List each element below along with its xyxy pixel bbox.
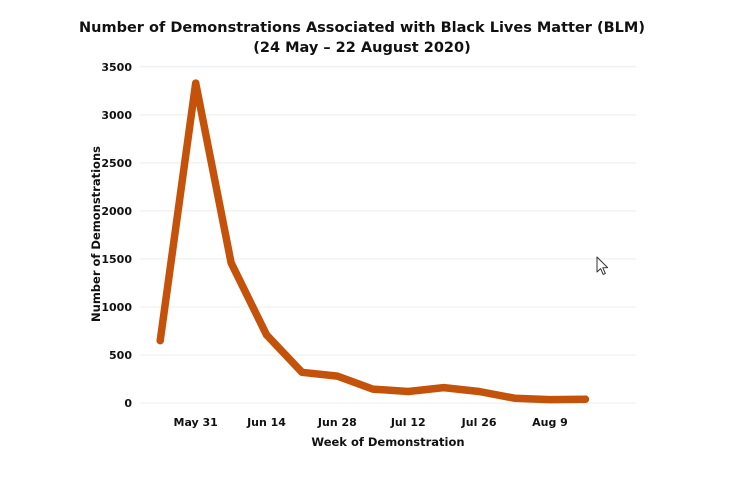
- data-point: [475, 387, 483, 396]
- y-tick-label: 1000: [101, 301, 132, 314]
- chart-title: Number of Demonstrations Associated with…: [79, 20, 645, 36]
- series-layer: [156, 79, 590, 404]
- y-axis-label: Number of Demonstrations: [89, 146, 103, 322]
- data-point: [581, 395, 589, 403]
- data-point: [369, 385, 377, 393]
- data-point: [298, 368, 306, 376]
- x-tick-label: Aug 9: [532, 416, 568, 429]
- data-point: [156, 336, 164, 345]
- y-tick-label: 3000: [101, 109, 132, 122]
- series-line: [156, 79, 590, 404]
- y-tick-label: 2000: [101, 205, 132, 218]
- y-axis-ticks: 0 500 1000 1500 2000 2500 3000 3500: [101, 61, 132, 410]
- data-point: [227, 259, 235, 267]
- y-tick-label: 0: [124, 397, 132, 410]
- data-point: [440, 384, 448, 392]
- data-point: [333, 372, 341, 380]
- x-axis-ticks: May 31 Jun 14 Jun 28 Jul 12 Jul 26 Aug 9: [174, 416, 568, 429]
- data-point: [546, 396, 554, 404]
- x-tick-label: Jul 26: [461, 416, 497, 429]
- x-tick-label: Jun 28: [317, 416, 357, 429]
- chart-subtitle: (24 May – 22 August 2020): [253, 40, 471, 56]
- y-tick-label: 2500: [101, 157, 132, 170]
- y-tick-label: 1500: [101, 253, 132, 266]
- x-axis-label: Week of Demonstration: [311, 435, 464, 449]
- x-tick-label: May 31: [174, 416, 218, 429]
- y-tick-label: 3500: [101, 61, 132, 74]
- x-tick-label: Jul 12: [390, 416, 426, 429]
- data-point: [262, 331, 271, 339]
- data-point: [510, 394, 519, 402]
- mouse-cursor-icon: [596, 256, 609, 275]
- data-point: [192, 79, 200, 87]
- gridlines: [140, 66, 636, 404]
- x-tick-label: Jun 14: [246, 416, 286, 429]
- y-tick-label: 500: [109, 349, 132, 362]
- data-point: [404, 387, 412, 396]
